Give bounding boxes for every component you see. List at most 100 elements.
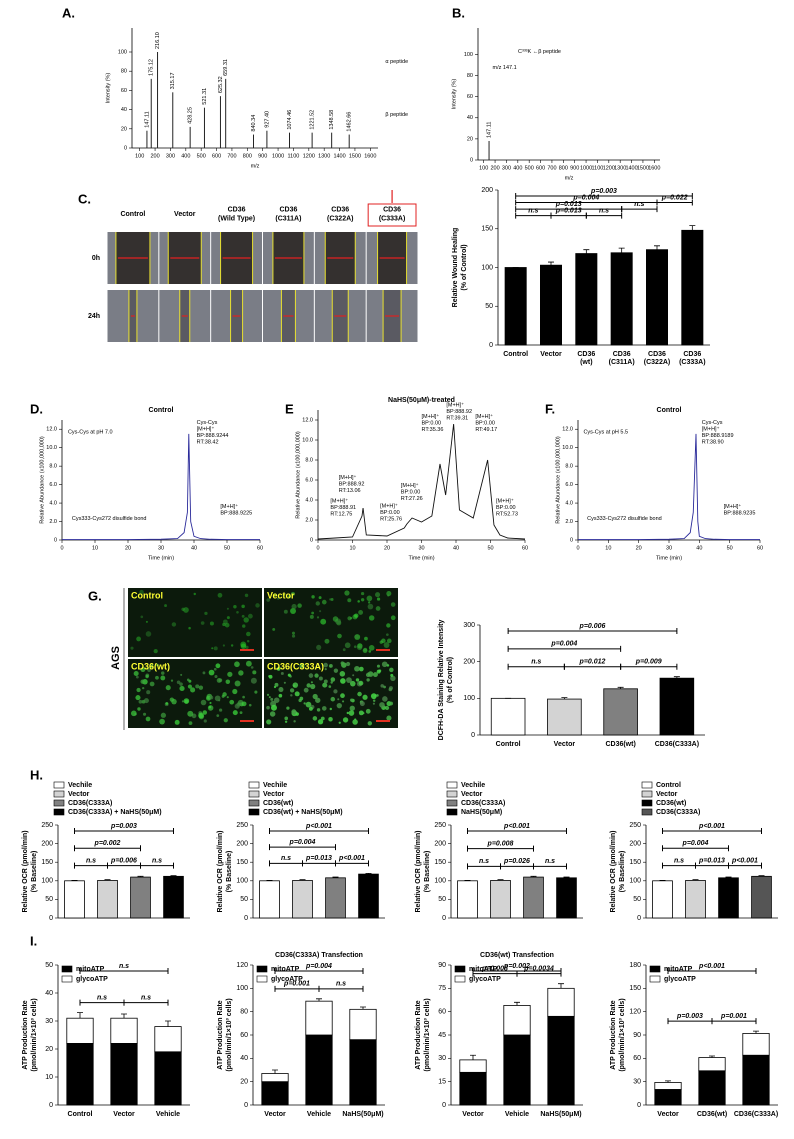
cell [306,683,311,688]
comparison-bracket [472,968,562,974]
cell [355,678,360,682]
cell [284,716,289,721]
cell [345,661,351,667]
annotation: BP:0.00 [475,420,495,426]
annotation: Cys333-Cys272 disulfide bond [72,516,147,522]
cell [354,634,359,639]
annotation: BP:888.92 [339,482,365,488]
error-bar [514,1001,520,1006]
y-tick-label: 0 [570,537,573,543]
cell [347,598,352,603]
x-tick-label: 50 [727,545,733,551]
cell [202,671,206,675]
comparison-bracket [269,828,369,834]
cell [213,667,217,671]
cell [322,682,328,688]
bar-segment [154,1026,182,1053]
error-bar [272,1069,278,1074]
wound-edge [179,290,191,342]
cell [333,689,338,694]
cell [328,716,333,722]
comparison-bracket [269,844,336,851]
y-tick-label: 60 [467,94,473,100]
cell [294,691,300,697]
bar [130,876,151,919]
x-tick-label: 10 [92,545,98,551]
cell [366,595,373,602]
peak-label: 147.11 [486,122,492,138]
cell [136,687,141,693]
x-tick-label: 30 [666,545,672,551]
cell [356,644,363,651]
cell [342,717,349,723]
y-tick-label: 45 [438,1032,446,1039]
x-tick-label: 0 [316,545,319,551]
y-tick-label: 10.0 [562,445,573,451]
comparison-bracket [79,968,169,974]
cell [266,719,272,725]
cell [340,661,345,665]
cell [241,701,247,707]
cell [165,702,169,705]
y-tick-label: 150 [41,859,53,866]
error-bar [170,875,177,877]
bar-segment [110,1043,138,1106]
cell [171,698,177,705]
y-axis-label: DCFH-DA Staining Relative Intensity [438,620,445,741]
y-tick-label: 20 [45,1046,53,1053]
cell [222,692,227,697]
panel-label: H. [30,767,43,782]
x-tick-label: 10 [349,545,355,551]
y-tick-label: 0 [471,732,475,739]
y-tick-label: 200 [629,840,641,847]
cell [292,682,299,688]
x-tick-label: 500 [525,165,534,171]
bar-segment [110,1017,138,1044]
y-tick-label: 100 [236,878,248,885]
cell [390,602,396,607]
y-axis-label: (% Baseline) [226,851,233,893]
comparison-bracket [507,645,622,652]
y-tick-label: 75 [438,985,446,992]
cell [140,679,145,684]
comparison-label: p=0.006 [579,623,606,630]
cell [310,683,316,690]
y-axis-label: Relative Abundance (x100,000,000) [39,436,45,524]
x-tick-label: Vector [657,1111,679,1118]
comparison-bracket [620,663,678,670]
bar [681,229,704,346]
bar-segment [459,1059,487,1073]
cell [136,636,141,642]
chart-title: Control [149,407,174,414]
x-tick-label: 0 [576,545,579,551]
comparison-label: p=0.004 [289,839,316,846]
annotation: RT:13.06 [339,488,361,494]
cell [232,710,238,716]
bar [556,877,577,919]
legend-label: Vector [263,791,285,798]
comparison-bracket [667,968,757,974]
comparison-label: n.s [152,857,162,864]
cell [145,620,148,623]
cell [160,712,167,718]
comparison-label: p=0.002 [94,840,121,847]
comparison-bracket [467,828,567,834]
y-axis-label: (pmol/min/1×10³ cells) [31,998,38,1071]
peak-label: 216.10 [155,32,161,49]
wound-edge [220,232,254,284]
y-axis-label: Relative OCR (pmol/min) [415,830,422,912]
x-tick-label: 700 [547,165,556,171]
column-header: CD36 [228,206,246,213]
cell [266,598,270,602]
y-axis-label: Relative OCR (pmol/min) [22,830,29,912]
annotation: [M+H]⁺ [220,503,238,510]
cell [337,633,342,639]
annotation: [M+H]⁺ [380,503,398,510]
cell [320,716,325,721]
legend-swatch [248,790,260,798]
y-tick-label: 0 [49,915,53,922]
legend-swatch [256,965,268,973]
x-tick-label: 1000 [580,165,592,171]
legend-swatch [61,965,73,973]
